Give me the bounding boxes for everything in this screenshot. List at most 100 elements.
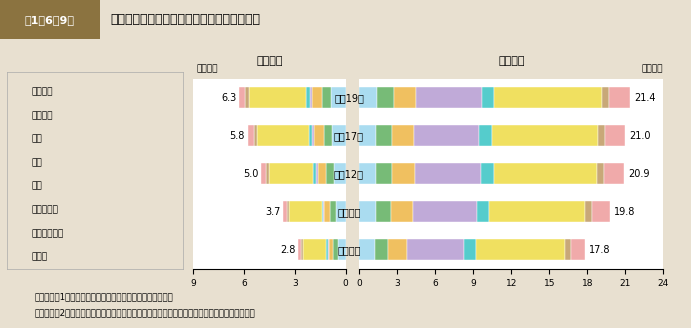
Text: 3.7: 3.7 [265,207,281,217]
Bar [585,201,592,222]
Bar [477,201,489,222]
Bar [330,201,337,222]
Text: 〈男性〉: 〈男性〉 [498,56,524,66]
Bar [257,125,310,146]
Text: （備考）　1．総務省「科学技術研究調査報告」より作成。: （備考） 1．総務省「科学技術研究調査報告」より作成。 [35,292,173,301]
Text: 19.8: 19.8 [614,207,635,217]
Bar [376,201,391,222]
Text: 理学: 理学 [31,134,42,144]
Bar [337,201,346,222]
Bar [239,87,245,108]
Bar [605,125,625,146]
Text: 6.3: 6.3 [221,93,236,103]
Text: 社会科学: 社会科学 [31,111,53,120]
Bar [415,163,481,184]
Bar [377,125,392,146]
Text: 平成19年: 平成19年 [334,93,364,103]
Bar [338,239,346,260]
Text: 人文科学: 人文科学 [31,87,53,96]
Bar [413,201,477,222]
Text: 平成12年: 平成12年 [334,169,364,179]
Text: 2.8: 2.8 [281,245,296,255]
Text: 農学: 農学 [31,182,42,191]
Bar [481,163,493,184]
Bar [269,163,314,184]
Text: 5.8: 5.8 [229,131,245,141]
Bar [392,125,415,146]
Bar [245,87,249,108]
Bar [609,87,630,108]
Bar [393,87,416,108]
Bar [307,87,310,108]
Bar [493,163,598,184]
Bar [359,201,376,222]
Bar [359,125,377,146]
Text: （万人）: （万人） [197,65,218,74]
Text: 〈女性〉: 〈女性〉 [256,56,283,66]
Text: 21.4: 21.4 [634,93,656,103]
Bar [318,163,326,184]
Bar [290,201,321,222]
Text: 平成17年: 平成17年 [334,131,364,141]
Bar [359,239,375,260]
Text: 5.0: 5.0 [243,169,258,179]
Bar [324,201,330,222]
Bar [605,163,624,184]
Bar [464,239,476,260]
Text: その他: その他 [31,253,47,262]
Bar [495,87,602,108]
Bar [247,125,254,146]
Text: 2．大学等：大学，短大，高等専門学校，大学附属研究所，大学共同利用機関など。: 2．大学等：大学，短大，高等専門学校，大学附属研究所，大学共同利用機関など。 [35,308,255,317]
Bar [314,125,323,146]
Bar [377,163,392,184]
Bar [598,163,605,184]
Bar [388,239,408,260]
Bar [416,87,482,108]
Bar [312,87,322,108]
Bar [359,87,377,108]
Bar [323,201,324,222]
Bar [322,87,331,108]
Bar [321,201,323,222]
Text: その他の保健: その他の保健 [31,229,64,238]
Bar [303,239,326,260]
Bar [261,163,267,184]
Bar [312,125,314,146]
Bar [326,239,328,260]
Bar [299,239,301,260]
Text: （万人）: （万人） [642,65,663,74]
Text: 医学・歯学: 医学・歯学 [31,205,58,215]
Bar [408,239,464,260]
Bar [329,239,333,260]
Bar [326,163,334,184]
Text: 専攻分野別にみた大学等の研究本務者の推移: 専攻分野別にみた大学等の研究本務者の推移 [111,13,261,26]
Bar [492,125,598,146]
Bar [301,239,303,260]
Bar [571,239,585,260]
Bar [332,125,346,146]
Bar [375,239,388,260]
Bar [391,201,413,222]
Text: 20.9: 20.9 [628,169,650,179]
Bar [254,125,257,146]
Bar [328,239,329,260]
Bar [565,239,571,260]
FancyBboxPatch shape [0,0,100,39]
Bar [267,163,269,184]
Bar [479,125,492,146]
Bar [592,201,610,222]
Bar [602,87,609,108]
Text: 21.0: 21.0 [630,131,651,141]
Bar [476,239,565,260]
Bar [334,163,346,184]
Bar [377,87,393,108]
Bar [310,87,312,108]
Text: 平成７年: 平成７年 [337,207,361,217]
Bar [489,201,585,222]
Text: 第1－6－9図: 第1－6－9図 [25,15,75,25]
Bar [331,87,346,108]
Bar [598,125,605,146]
Bar [333,239,338,260]
Bar [287,201,290,222]
Text: 平成２年: 平成２年 [337,245,361,255]
